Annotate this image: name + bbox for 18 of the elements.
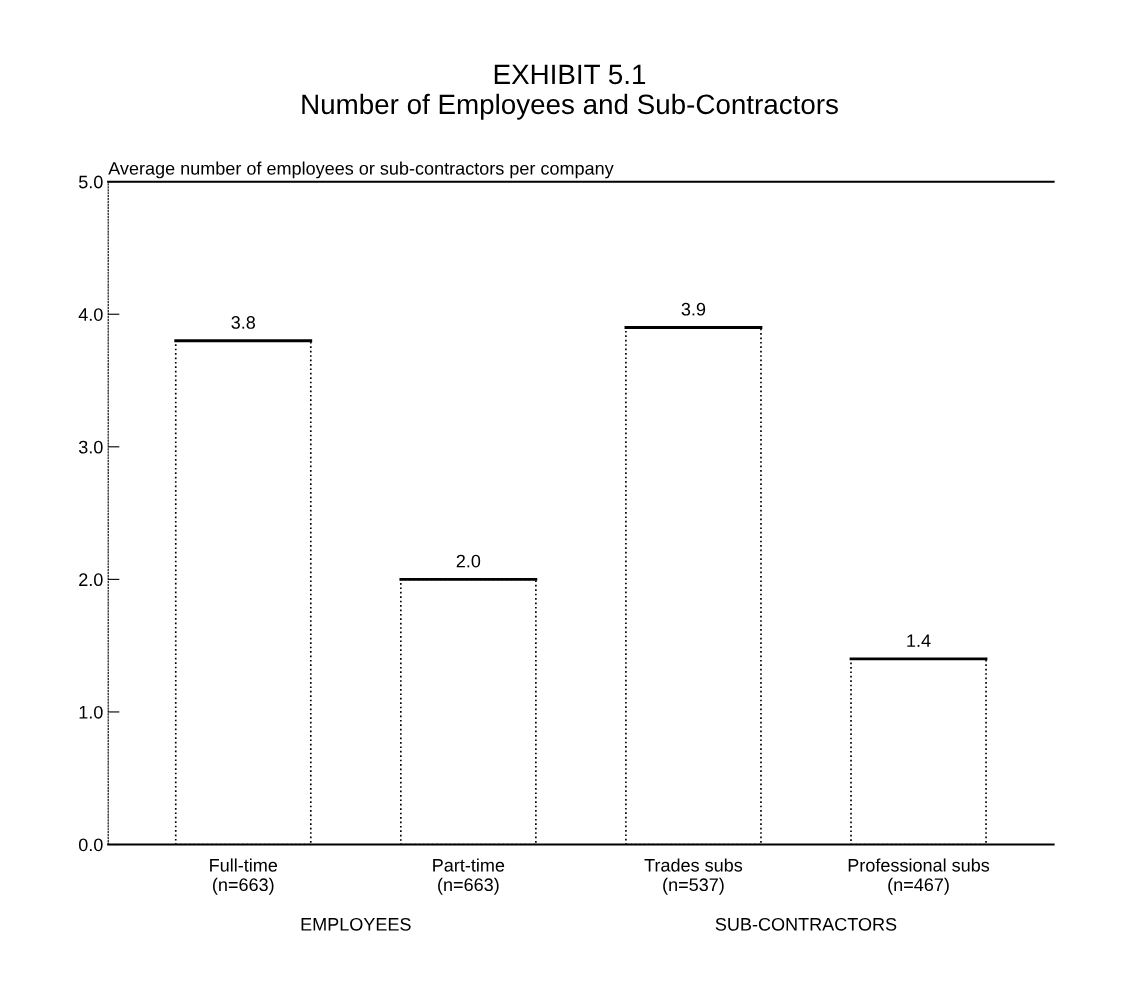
- y-tick-label: 0.0: [78, 838, 103, 852]
- x-tick-label: Full-time (n=663): [210, 858, 278, 895]
- y-tick-label: 4.0: [78, 308, 103, 321]
- y-tick-label: 5.0: [78, 175, 103, 189]
- data-label: 3.9: [681, 302, 706, 316]
- data-label: 1.4: [907, 634, 931, 647]
- data-label: 3.8: [231, 316, 256, 329]
- y-tick-label: 3.0: [78, 440, 103, 454]
- chart-title: EXHIBIT 5.1 Number of Employees and Sub-Contractors: [302, 64, 838, 120]
- text: EMPLOYEES: [301, 917, 411, 931]
- text: SUB-CONTRACTORS: [715, 917, 897, 931]
- x-tick-label: Professional subs (n=467): [848, 858, 990, 895]
- x-tick-label: Trades subs (n=537): [644, 858, 743, 895]
- data-label: 2.0: [456, 554, 481, 568]
- y-tick-label: 2.0: [79, 573, 103, 587]
- y-tick-label: 1.0: [79, 705, 103, 719]
- x-tick-label: Part-time (n=663): [433, 858, 505, 895]
- y-axis-title: Average number of employees or sub-contractors per company: [108, 161, 614, 179]
